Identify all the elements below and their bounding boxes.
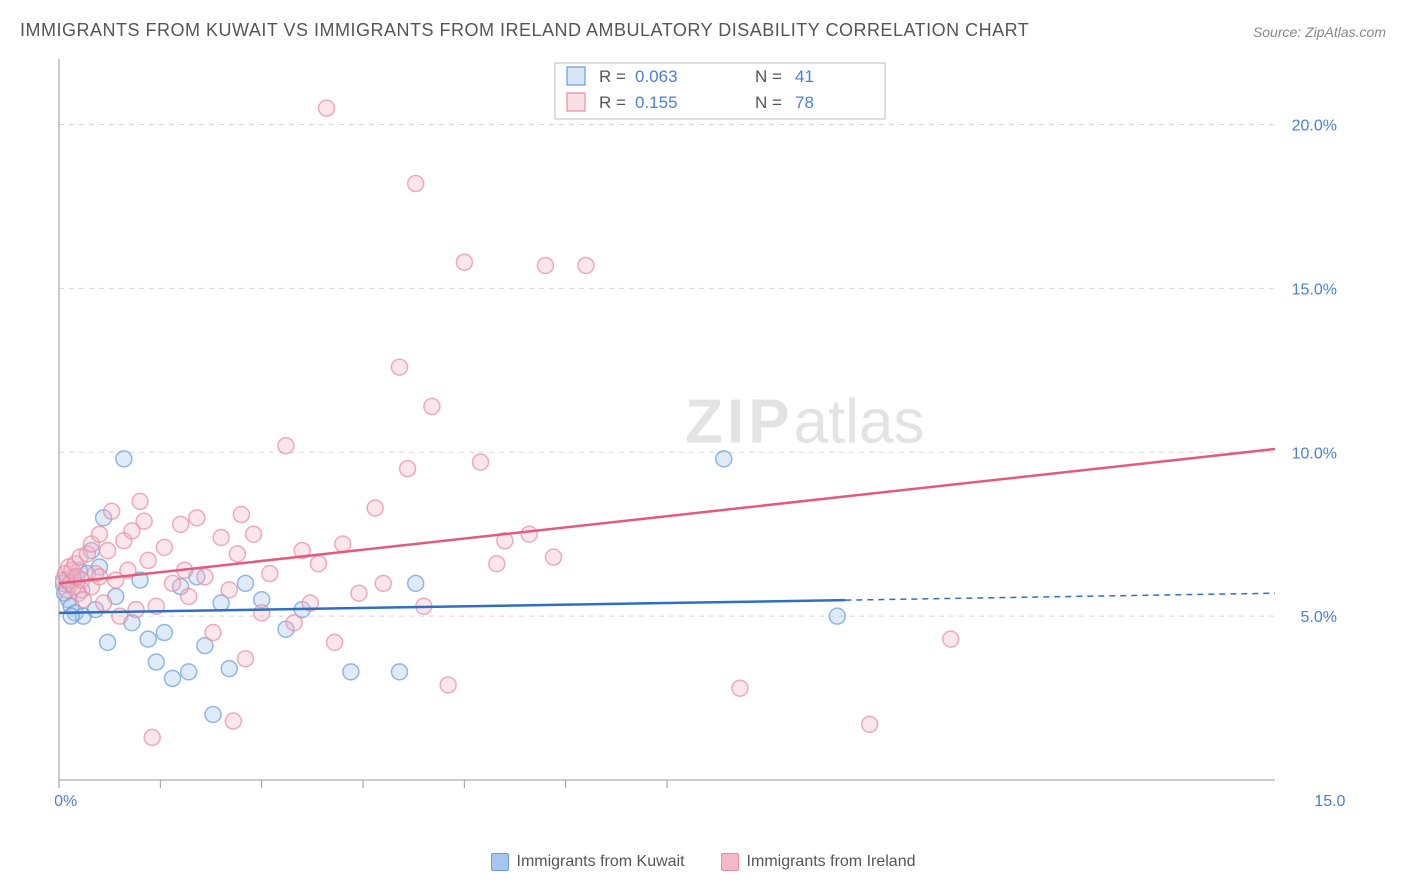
scatter-point — [440, 677, 456, 693]
scatter-point — [92, 526, 108, 542]
legend-label: Immigrants from Ireland — [747, 853, 916, 871]
scatter-point — [132, 493, 148, 509]
scatter-point — [140, 552, 156, 568]
scatter-point — [181, 664, 197, 680]
scatter-point — [104, 503, 120, 519]
scatter-point — [197, 569, 213, 585]
scatter-point — [148, 654, 164, 670]
scatter-point — [278, 438, 294, 454]
scatter-point — [221, 661, 237, 677]
scatter-point — [829, 608, 845, 624]
scatter-point — [96, 595, 112, 611]
scatter-point — [375, 575, 391, 591]
legend-label: Immigrants from Kuwait — [517, 853, 685, 871]
scatter-point — [205, 706, 221, 722]
scatter-point — [128, 602, 144, 618]
scatter-point — [63, 608, 79, 624]
scatter-point — [140, 631, 156, 647]
scatter-point — [136, 513, 152, 529]
scatter-point — [391, 664, 407, 680]
y-tick-label: 10.0% — [1292, 445, 1337, 462]
legend-item: Immigrants from Ireland — [721, 853, 916, 871]
x-tick-label: 15.0% — [1314, 793, 1345, 810]
scatter-point — [233, 507, 249, 523]
scatter-point — [286, 615, 302, 631]
scatter-point — [400, 461, 416, 477]
scatter-point — [351, 585, 367, 601]
stat-n-value: 41 — [795, 67, 814, 86]
scatter-point — [343, 664, 359, 680]
scatter-point — [489, 556, 505, 572]
scatter-point — [92, 569, 108, 585]
scatter-point — [100, 543, 116, 559]
legend-item: Immigrants from Kuwait — [491, 853, 685, 871]
stat-r-value: 0.155 — [635, 93, 678, 112]
scatter-point — [237, 651, 253, 667]
stat-n-label: N = — [755, 67, 782, 86]
scatter-point — [716, 451, 732, 467]
scatter-point — [254, 605, 270, 621]
legend-swatch — [721, 853, 739, 871]
scatter-point — [473, 454, 489, 470]
stat-r-label: R = — [599, 93, 626, 112]
scatter-point — [156, 625, 172, 641]
watermark: ZIPatlas — [685, 387, 924, 456]
scatter-point — [229, 546, 245, 562]
scatter-point — [521, 526, 537, 542]
scatter-point — [546, 549, 562, 565]
scatter-point — [319, 100, 335, 116]
stat-r-label: R = — [599, 67, 626, 86]
scatter-point — [367, 500, 383, 516]
scatter-point — [144, 729, 160, 745]
scatter-point — [537, 257, 553, 273]
scatter-point — [221, 582, 237, 598]
scatter-chart: 5.0% 10.0% 15.0% 20.0% 0.0% 15.0% ZIPatlas R = 0… — [55, 55, 1345, 810]
scatter-point — [189, 510, 205, 526]
chart-title: IMMIGRANTS FROM KUWAIT VS IMMIGRANTS FRO… — [20, 20, 1029, 41]
scatter-point — [310, 556, 326, 572]
stat-n-value: 78 — [795, 93, 814, 112]
scatter-point — [578, 257, 594, 273]
y-tick-label: 5.0% — [1301, 609, 1337, 626]
bottom-legend: Immigrants from Kuwait Immigrants from Ir… — [0, 853, 1406, 876]
scatter-point — [327, 634, 343, 650]
scatter-point — [181, 588, 197, 604]
scatter-point — [225, 713, 241, 729]
scatter-point — [862, 716, 878, 732]
scatter-point — [237, 575, 253, 591]
scatter-point — [943, 631, 959, 647]
y-tick-label: 20.0% — [1292, 118, 1337, 135]
source-attribution: Source: ZipAtlas.com — [1253, 24, 1386, 40]
scatter-point — [408, 176, 424, 192]
stat-n-label: N = — [755, 93, 782, 112]
scatter-point — [424, 398, 440, 414]
scatter-point — [246, 526, 262, 542]
scatter-point — [335, 536, 351, 552]
stat-r-value: 0.063 — [635, 67, 678, 86]
scatter-point — [156, 539, 172, 555]
legend-swatch — [491, 853, 509, 871]
scatter-point — [173, 516, 189, 532]
legend-swatch — [567, 67, 585, 85]
trend-line — [59, 600, 845, 613]
scatter-point — [164, 670, 180, 686]
scatter-point — [732, 680, 748, 696]
scatter-point — [213, 529, 229, 545]
scatter-point — [116, 451, 132, 467]
scatter-point — [262, 566, 278, 582]
legend-swatch — [567, 93, 585, 111]
x-tick-label: 0.0% — [55, 793, 77, 810]
scatter-point — [100, 634, 116, 650]
y-tick-label: 15.0% — [1292, 281, 1337, 298]
scatter-point — [205, 625, 221, 641]
scatter-point — [408, 575, 424, 591]
trend-line-extrapolated — [845, 593, 1275, 600]
scatter-point — [456, 254, 472, 270]
scatter-point — [391, 359, 407, 375]
scatter-point — [164, 575, 180, 591]
